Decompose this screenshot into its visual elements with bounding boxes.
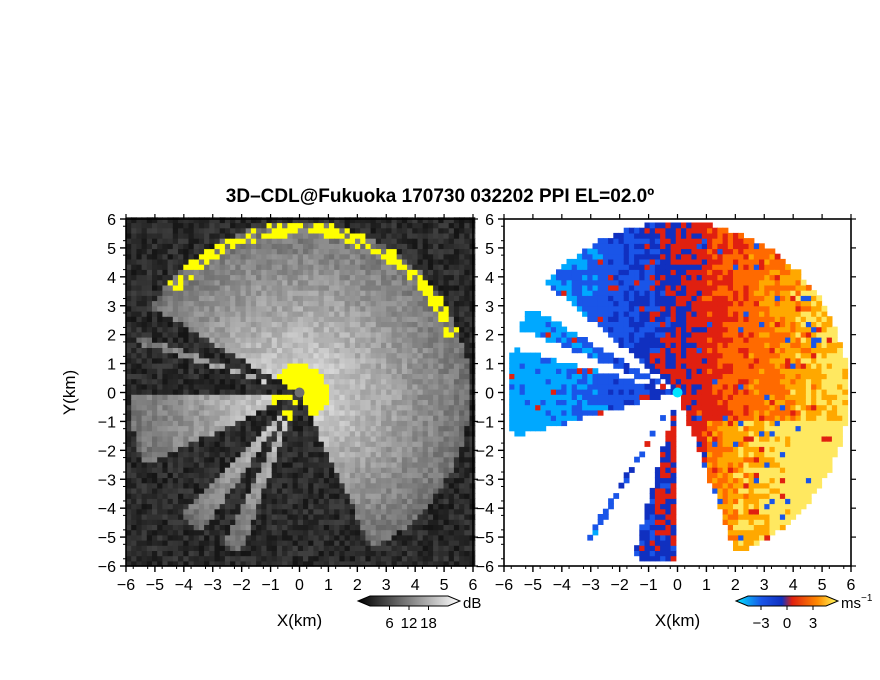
y-tick-label: 4 — [485, 270, 494, 287]
y-tick-label: 2 — [107, 328, 116, 345]
colorbar-unit: ms−1 — [841, 593, 873, 612]
y-tick-label: 2 — [485, 328, 494, 345]
y-tick-label: 1 — [107, 357, 116, 374]
y-tick-label: 6 — [485, 212, 494, 229]
y-tick-label: −5 — [98, 530, 116, 547]
y-tick-label: 3 — [107, 299, 116, 316]
velocity-panel: −6 6 −5 5 −4 4 −3 3 −2 2 −1 1 0 0 1 −1 2 −2 3 −3 4 −4 5 −5 6 −6 X(… — [476, 212, 856, 630]
radar-site-marker — [294, 387, 305, 398]
y-tick-label: −2 — [98, 443, 116, 460]
x-tick-label: 5 — [440, 577, 449, 594]
colorbar-tick-label: −3 — [752, 615, 769, 632]
y-tick-label: −2 — [476, 443, 494, 460]
y-tick-label: 1 — [485, 357, 494, 374]
x-tick-label: 1 — [702, 577, 711, 594]
y-tick-label: −3 — [98, 472, 116, 489]
x-tick-label: −2 — [233, 577, 251, 594]
y-tick-label: 5 — [485, 241, 494, 258]
y-tick-label: −4 — [98, 501, 116, 518]
y-axis-label: Y(km) — [60, 370, 79, 415]
y-tick-label: −5 — [476, 530, 494, 547]
y-tick-label: −4 — [476, 501, 494, 518]
x-tick-label: 3 — [382, 577, 391, 594]
x-tick-label: 0 — [673, 577, 682, 594]
colorbar-tick-label: 3 — [809, 615, 817, 632]
x-tick-label: 2 — [353, 577, 362, 594]
x-axis-label: X(km) — [655, 611, 700, 630]
y-tick-label: −1 — [476, 414, 494, 431]
colorbar-tick-label: 6 — [385, 615, 393, 632]
x-tick-label: 1 — [324, 577, 333, 594]
x-tick-label: −2 — [611, 577, 629, 594]
data-field — [509, 222, 849, 562]
x-tick-label: −4 — [175, 577, 193, 594]
x-tick-label: 6 — [469, 577, 478, 594]
y-tick-label: 5 — [107, 241, 116, 258]
snr-colorbar: 6 12 18 dB — [356, 595, 481, 632]
x-tick-label: −3 — [582, 577, 600, 594]
y-tick-label: 6 — [107, 212, 116, 229]
x-tick-label: 2 — [731, 577, 740, 594]
colorbar-unit: dB — [463, 595, 481, 612]
colorbar-tick-label: 12 — [401, 615, 418, 632]
y-tick-label: −3 — [476, 472, 494, 489]
x-tick-label: 4 — [789, 577, 798, 594]
colorbar-tick-label: 0 — [783, 615, 791, 632]
y-tick-label: 4 — [107, 270, 116, 287]
figure-title: 3D–CDL@Fukuoka 170730 032202 PPI EL=02.0… — [225, 186, 655, 207]
y-tick-label: 0 — [485, 386, 494, 403]
x-tick-label: 0 — [295, 577, 304, 594]
x-tick-label: −6 — [117, 577, 135, 594]
snr-panel: −6 6 −5 5 −4 4 −3 3 −2 2 −1 1 0 0 1 −1 2 −2 3 −3 4 −4 5 −5 6 −6 X(… — [60, 212, 478, 630]
colorbar-bar — [356, 595, 462, 607]
x-tick-label: −1 — [261, 577, 279, 594]
x-tick-label: −6 — [495, 577, 513, 594]
y-tick-label: −6 — [476, 559, 494, 576]
y-tick-label: −6 — [98, 559, 116, 576]
radar-site-marker — [672, 387, 683, 398]
x-tick-label: −3 — [204, 577, 222, 594]
x-tick-label: −5 — [524, 577, 542, 594]
x-tick-label: −5 — [146, 577, 164, 594]
x-tick-label: −1 — [639, 577, 657, 594]
y-tick-label: 3 — [485, 299, 494, 316]
colorbar-bar — [734, 595, 840, 607]
y-tick-label: −1 — [98, 414, 116, 431]
x-tick-label: 5 — [818, 577, 827, 594]
x-tick-label: 3 — [760, 577, 769, 594]
x-tick-label: 6 — [847, 577, 856, 594]
velocity-colorbar: −3 0 3 ms−1 — [734, 593, 873, 632]
colorbar-tick-label: 18 — [420, 615, 437, 632]
data-field — [126, 217, 476, 567]
x-tick-label: 4 — [411, 577, 420, 594]
x-tick-label: −4 — [553, 577, 571, 594]
x-axis-label: X(km) — [277, 611, 322, 630]
y-tick-label: 0 — [107, 386, 116, 403]
